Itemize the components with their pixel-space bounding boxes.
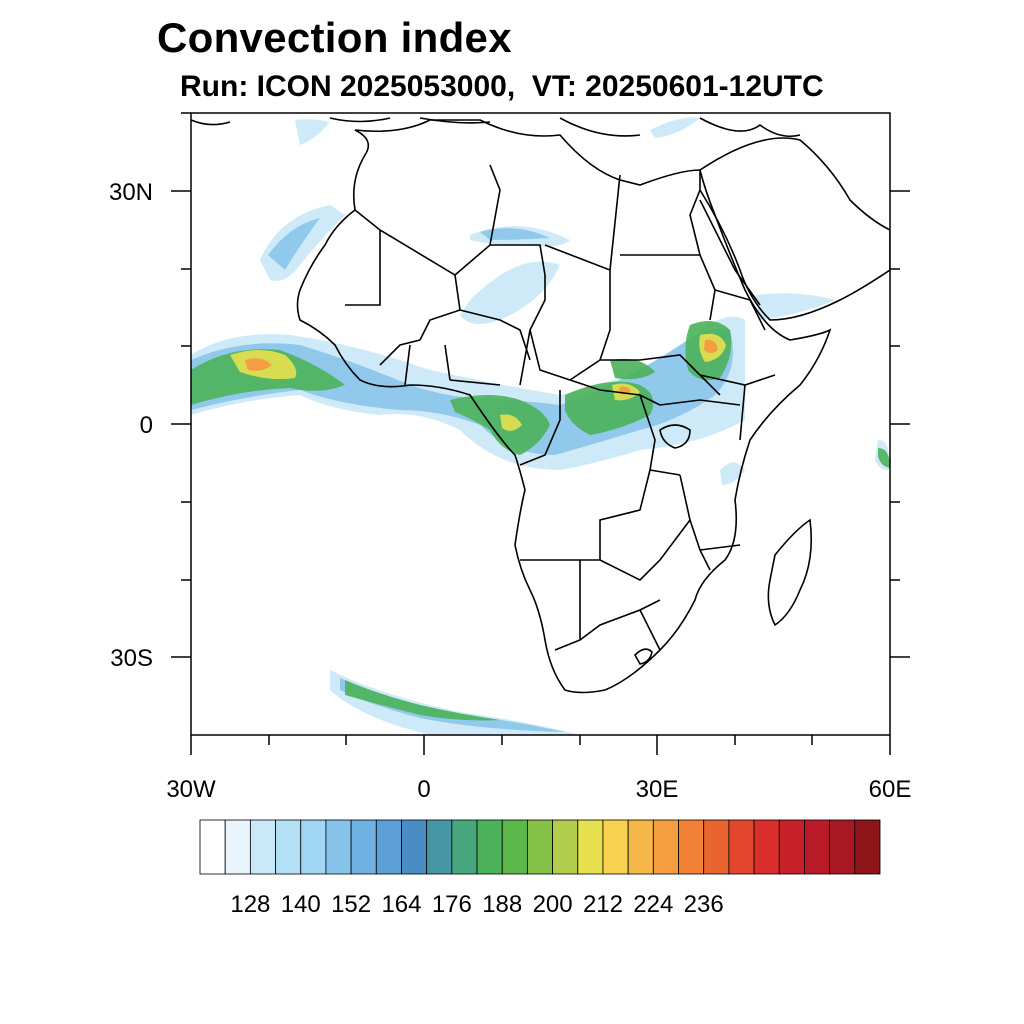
lon-label-0: 0 bbox=[417, 776, 430, 803]
colorbar-box bbox=[577, 819, 604, 875]
lon-label-30e: 30E bbox=[636, 776, 679, 803]
colorbar-label: 212 bbox=[583, 891, 623, 918]
colorbar-label: 164 bbox=[381, 891, 421, 918]
map-subtitle: Run: ICON 2025053000, VT: 20250601-12UTC bbox=[180, 70, 824, 103]
colorbar-box bbox=[224, 819, 251, 875]
colorbar-box bbox=[426, 819, 453, 875]
colorbar-label: 188 bbox=[482, 891, 522, 918]
axis-ticks bbox=[171, 112, 910, 755]
colorbar-box bbox=[325, 819, 352, 875]
colorbar-box bbox=[451, 819, 478, 875]
colorbar-label: 200 bbox=[533, 891, 573, 918]
lat-label-30n: 30N bbox=[109, 179, 153, 206]
colorbar-box bbox=[350, 819, 377, 875]
colorbar-box bbox=[401, 819, 428, 875]
colorbar-label: 224 bbox=[633, 891, 673, 918]
colorbar-box bbox=[552, 819, 579, 875]
lat-label-0: 0 bbox=[140, 412, 153, 439]
colorbar-labels: 128 140 152 164 176 188 200 212 224 236 bbox=[230, 891, 723, 918]
colorbar-box bbox=[804, 819, 831, 875]
colorbar-box bbox=[728, 819, 755, 875]
colorbar-box bbox=[527, 819, 553, 875]
colorbar-box bbox=[652, 819, 679, 875]
colorbar-box bbox=[627, 819, 654, 875]
colorbar-box bbox=[602, 819, 629, 875]
colorbar-box bbox=[249, 819, 276, 875]
colorbar-box bbox=[678, 819, 705, 875]
colorbar-box bbox=[829, 819, 856, 875]
colorbar-box bbox=[375, 819, 402, 875]
colorbar-box bbox=[199, 819, 226, 875]
colorbar-box bbox=[778, 819, 805, 875]
colorbar-box bbox=[501, 819, 528, 875]
colorbar-label: 152 bbox=[331, 891, 371, 918]
colorbar-label: 176 bbox=[432, 891, 472, 918]
colorbar-label: 140 bbox=[281, 891, 321, 918]
colorbar-box bbox=[753, 819, 780, 875]
colorbar bbox=[199, 819, 881, 875]
colorbar-box bbox=[476, 819, 503, 875]
colorbar-box bbox=[275, 819, 302, 875]
lon-label-30w: 30W bbox=[166, 776, 216, 803]
colorbar-label: 236 bbox=[684, 891, 724, 918]
map-title: Convection index bbox=[157, 14, 512, 61]
colorbar-label: 128 bbox=[230, 891, 270, 918]
colorbar-box bbox=[854, 819, 881, 875]
coastlines bbox=[191, 117, 890, 694]
colorbar-box bbox=[300, 819, 327, 875]
lat-label-30s: 30S bbox=[110, 645, 153, 672]
colorbar-box bbox=[703, 819, 730, 875]
convection-field bbox=[191, 117, 890, 735]
lon-label-60e: 60E bbox=[869, 776, 912, 803]
